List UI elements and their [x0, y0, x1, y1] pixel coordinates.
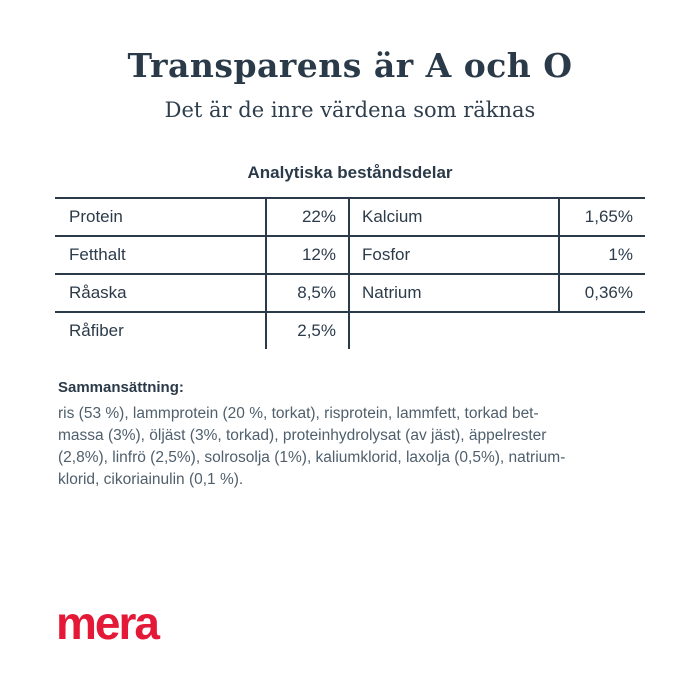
nutrient-label: Natrium [350, 275, 560, 311]
table-title: Analytiska beståndsdelar [247, 163, 453, 182]
composition-text-line: ris (53 %), lammprotein (20 %, torkat), … [58, 405, 539, 422]
nutrient-label: Fetthalt [55, 237, 267, 273]
table-row: Råfiber 2,5% [55, 311, 645, 349]
composition-heading: Sammansättning: [58, 379, 184, 396]
mera-brand-logo: mera [56, 597, 160, 649]
nutrient-value [560, 313, 645, 349]
nutrient-value: 0,36% [584, 283, 633, 302]
nutrient-value: 12% [267, 237, 350, 273]
composition-text-line: klorid, cikoriainulin (0,1 %). [58, 471, 244, 488]
nutrient-label: Råaska [55, 275, 267, 311]
composition-text-line: massa (3%), öljäst (3%, torkad), protein… [58, 427, 547, 444]
composition-text-line: (2,8%), linfrö (2,5%), solrosolja (1%), … [58, 449, 566, 466]
nutrient-label: Protein [55, 199, 267, 235]
nutrient-label: Fosfor [350, 237, 560, 273]
nutrient-value: 8,5% [267, 275, 350, 311]
page-title: Transparens är A och O [127, 46, 573, 85]
nutrient-label: Råfiber [55, 313, 267, 349]
nutrient-value: 22% [267, 199, 350, 235]
table-row: Fetthalt 12% Fosfor 1% [55, 235, 645, 273]
table-row: Råaska 8,5% Natrium 0,36% [55, 273, 645, 311]
nutrient-label: Kalcium [350, 199, 560, 235]
nutrient-value: 2,5% [267, 313, 350, 349]
table-row: Protein 22% Kalcium 1,65% [55, 197, 645, 235]
nutrient-value: 1% [608, 245, 633, 264]
page-subtitle: Det är de inre värdena som räknas [164, 98, 536, 122]
analytical-components-table: Protein 22% Kalcium 1,65% Fetthalt 12% F… [55, 197, 645, 349]
nutrient-value: 1,65% [584, 207, 633, 226]
nutrient-label [350, 313, 560, 349]
composition-section: Sammansättning: ris (53 %), lammprotein … [58, 379, 648, 491]
